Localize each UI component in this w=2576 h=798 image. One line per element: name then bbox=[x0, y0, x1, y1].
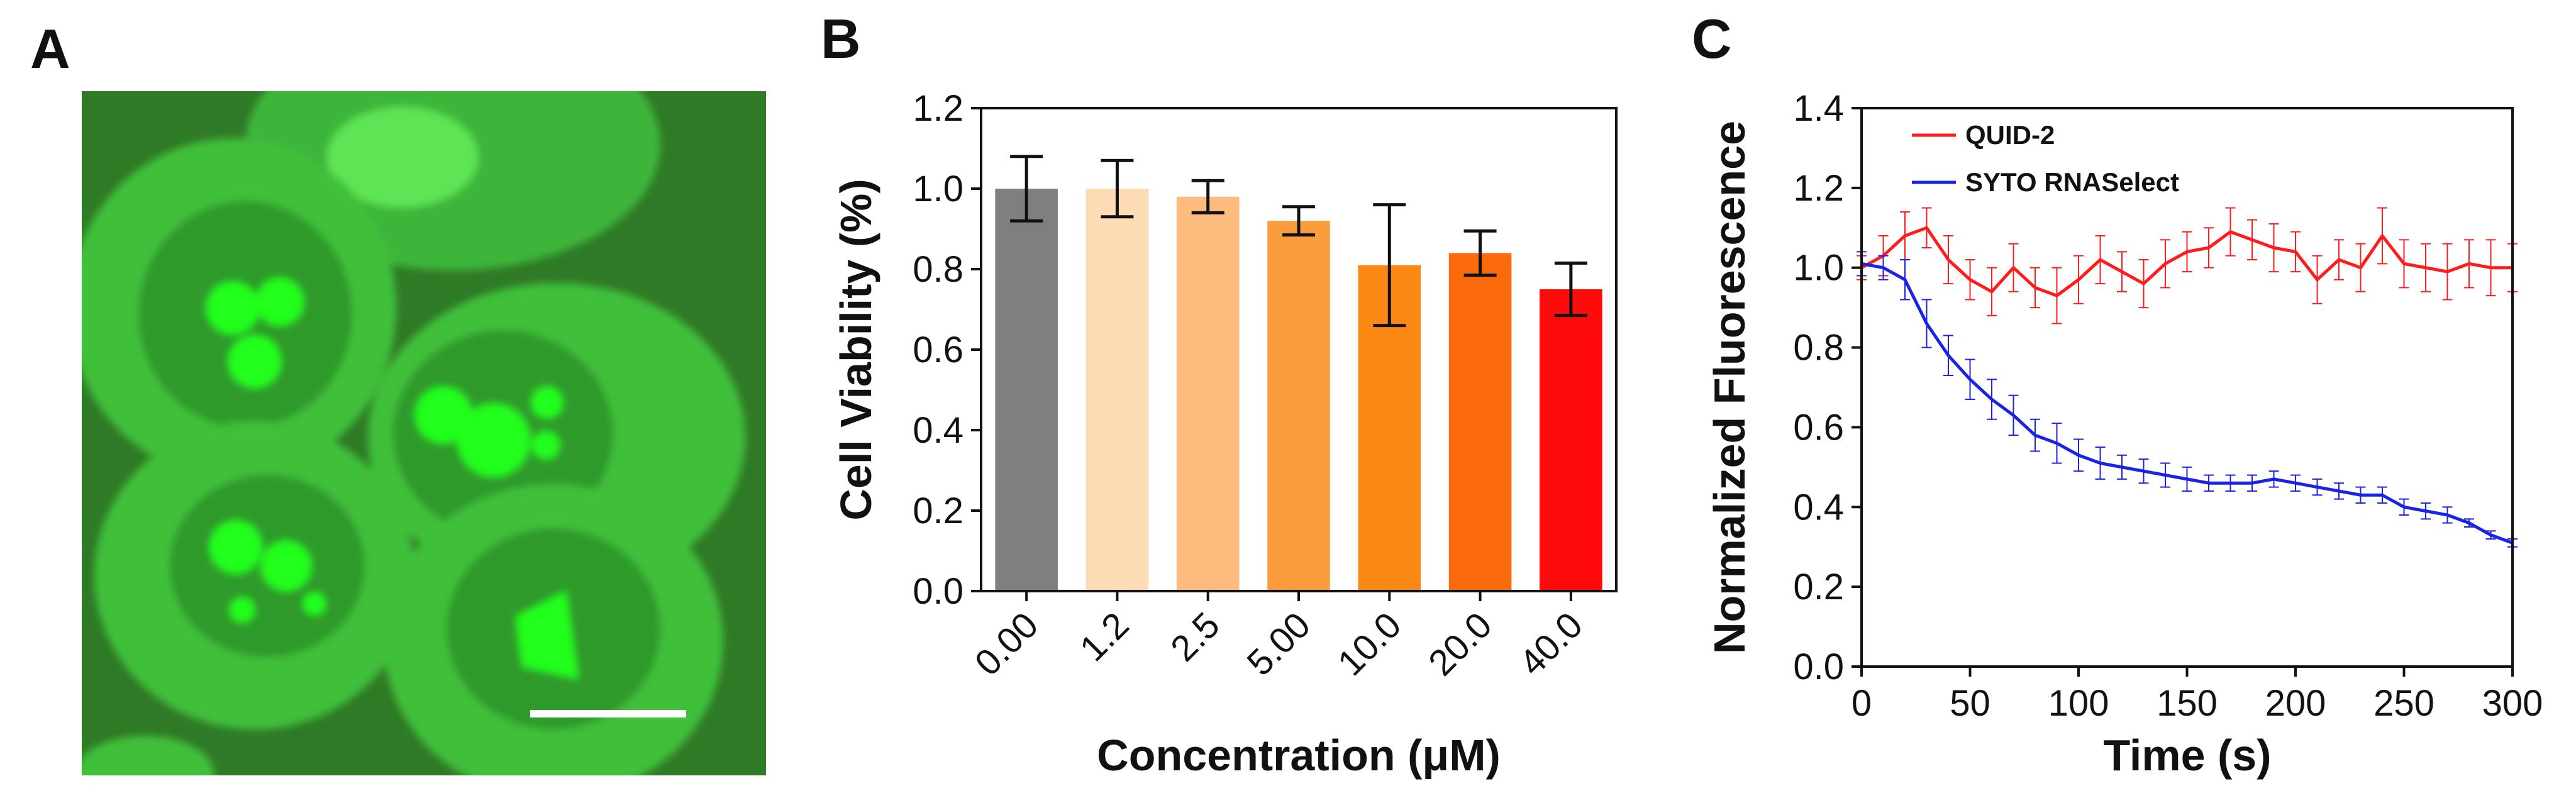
panel-letter-b: B bbox=[821, 8, 861, 70]
y-tick-label: 1.4 bbox=[1793, 88, 1844, 129]
legend-label-syto: SYTO RNASelect bbox=[1965, 167, 2179, 197]
x-tick-label: 50 bbox=[1950, 683, 1990, 724]
bar-2.5 bbox=[1176, 196, 1240, 591]
nucleolus bbox=[230, 597, 255, 623]
y-tick-label: 0.6 bbox=[913, 330, 963, 370]
legend: QUID-2 SYTO RNASelect bbox=[1912, 120, 2179, 197]
x-axis-title: Time (s) bbox=[2103, 731, 2271, 780]
nucleolus bbox=[516, 591, 579, 679]
x-axis: 0.00 1.2 2.5 5.00 10.0 20.0 40.0 bbox=[967, 591, 1591, 684]
bar-20.0 bbox=[1448, 253, 1512, 591]
y-tick-label: 0.0 bbox=[1793, 646, 1844, 687]
series-line-syto-rnaselect bbox=[1861, 262, 2513, 545]
y-tick-label: 0.0 bbox=[913, 571, 963, 612]
nucleolus bbox=[256, 278, 304, 326]
x-axis-title: Concentration (μM) bbox=[1097, 731, 1501, 780]
cell-fragment bbox=[82, 736, 214, 775]
nucleolus bbox=[206, 282, 259, 335]
x-tick-label: 100 bbox=[2048, 683, 2109, 724]
x-tick-label: 0.00 bbox=[967, 604, 1046, 684]
line-chart: 0.0 0.2 0.4 0.6 0.8 1.0 1.2 1.4 0 50 100 150 200 250… bbox=[1705, 88, 2543, 780]
nucleolus bbox=[228, 335, 281, 388]
x-tick-label: 0 bbox=[1852, 683, 1872, 724]
error-bar-group bbox=[1010, 155, 1587, 328]
y-tick-label: 0.4 bbox=[1793, 487, 1844, 528]
y-tick-label: 0.8 bbox=[1793, 328, 1844, 369]
y-tick-label: 1.0 bbox=[1793, 248, 1844, 289]
x-tick-label: 250 bbox=[2373, 683, 2434, 724]
y-tick-label: 1.2 bbox=[1793, 168, 1844, 209]
x-tick-label: 20.0 bbox=[1421, 604, 1500, 684]
x-tick-label: 5.00 bbox=[1239, 604, 1318, 684]
nucleolus bbox=[209, 521, 262, 574]
nucleolus bbox=[415, 387, 472, 443]
y-tick-label: 0.2 bbox=[913, 490, 963, 531]
nucleolus bbox=[261, 541, 311, 591]
y-tick-label: 1.0 bbox=[913, 169, 963, 209]
y-axis-title: Cell Viability (%) bbox=[831, 179, 880, 520]
nucleolus bbox=[532, 431, 560, 459]
y-axis: 0.0 0.2 0.4 0.6 0.8 1.0 1.2 1.4 bbox=[1793, 88, 1862, 687]
x-tick-label: 10.0 bbox=[1330, 604, 1409, 684]
panel-letter-a: A bbox=[30, 18, 70, 80]
plot-frame bbox=[1860, 107, 2514, 668]
nucleolus bbox=[531, 387, 563, 418]
scale-bar bbox=[530, 710, 686, 718]
series-group bbox=[1857, 207, 2518, 548]
y-tick-label: 0.2 bbox=[1793, 567, 1844, 607]
y-tick-label: 0.4 bbox=[913, 410, 963, 451]
x-tick-label: 1.2 bbox=[1072, 604, 1137, 669]
panel-letter-c: C bbox=[1692, 8, 1732, 70]
bar-1.2 bbox=[1085, 189, 1149, 591]
x-tick-label: 300 bbox=[2482, 683, 2543, 724]
bar-0.00 bbox=[995, 189, 1058, 591]
nucleolus bbox=[457, 404, 530, 477]
bar-group bbox=[995, 189, 1602, 592]
x-axis: 0 50 100 150 200 250 300 bbox=[1852, 667, 2543, 724]
x-tick-label: 200 bbox=[2265, 683, 2326, 724]
series-line-quid-2 bbox=[1860, 226, 2512, 297]
y-axis: 0.0 0.2 0.4 0.6 0.8 1.0 1.2 bbox=[913, 88, 981, 612]
bright-patch bbox=[327, 107, 478, 208]
x-tick-label: 40.0 bbox=[1511, 604, 1591, 684]
y-tick-label: 0.8 bbox=[913, 249, 963, 290]
legend-label-quid-2: QUID-2 bbox=[1965, 120, 2055, 150]
y-tick-label: 1.2 bbox=[913, 88, 963, 129]
bar-5.00 bbox=[1267, 221, 1330, 591]
x-tick-label: 2.5 bbox=[1163, 604, 1228, 669]
micrograph bbox=[82, 91, 766, 775]
y-axis-title: Normalized Fluorescence bbox=[1705, 121, 1754, 654]
y-tick-label: 0.6 bbox=[1793, 407, 1844, 448]
bar-40.0 bbox=[1540, 289, 1602, 591]
nucleolus bbox=[303, 592, 326, 615]
bar-chart: 0.0 0.2 0.4 0.6 0.8 1.0 1.2 0.00 1.2 2.5 5.00 10.0… bbox=[831, 88, 1618, 780]
x-tick-label: 150 bbox=[2157, 683, 2218, 724]
